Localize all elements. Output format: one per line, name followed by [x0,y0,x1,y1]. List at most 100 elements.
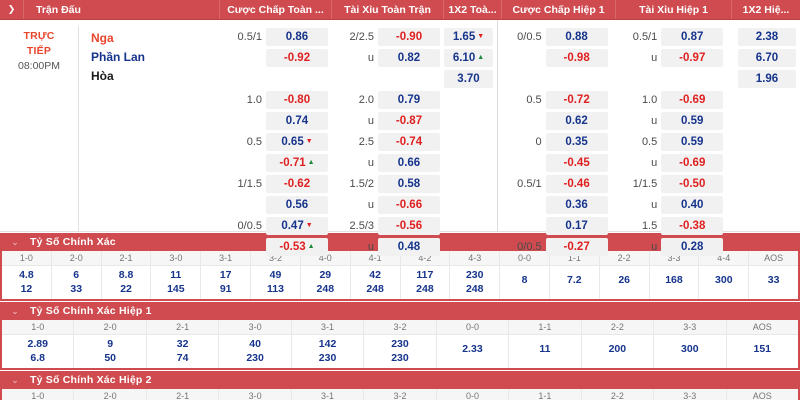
score-odds-value[interactable]: 117 [416,269,434,281]
score-odds-value[interactable]: 8.8 [118,269,134,281]
score-odds-value[interactable]: 230 [391,338,409,350]
score-odds-value[interactable]: 2.89 [27,338,48,350]
odds-button[interactable]: 0.65 ▼ [266,132,328,151]
header-col-1x2-firsthalf[interactable]: 1X2 Hiệ... [742,3,790,16]
odds-button[interactable]: 0.62 [545,111,608,130]
score-odds-value[interactable]: 7.2 [567,274,582,286]
odds-button[interactable]: -0.45 [545,153,608,172]
score-odds-value[interactable]: 151 [753,343,772,355]
score-odds-value[interactable]: 4.8 [19,269,34,281]
odds-button[interactable]: 0.40 [661,195,724,214]
odds-button[interactable]: 6.10 ▲ [444,48,493,67]
odds-button[interactable]: -0.62 [266,174,328,193]
chevron-down-icon[interactable]: ⌄ [11,236,19,247]
odds-button[interactable]: -0.46 [545,174,608,193]
odds-button[interactable]: 0.74 [266,111,328,130]
odds-button[interactable]: 0.82 [378,48,440,67]
home-team-name[interactable]: Nga [91,31,114,45]
odds-button[interactable]: -0.97 [661,48,724,67]
score-odds-value[interactable]: 113 [266,283,284,295]
odds-button[interactable]: 0.87 [661,27,724,46]
score-odds-value[interactable]: 2.33 [462,343,483,355]
odds-button[interactable]: 2.38 [738,27,796,46]
expand-all-button[interactable]: ❯ [0,0,24,19]
odds-button[interactable]: 0.56 [266,195,328,214]
odds-button[interactable]: 0.88 [545,27,608,46]
score-odds-value[interactable]: 40 [249,338,261,350]
odds-button[interactable]: -0.74 [378,132,440,151]
away-team-name[interactable]: Phần Lan [91,50,146,64]
odds-button[interactable]: -0.80 [266,90,328,109]
score-odds-value[interactable]: 11 [539,343,551,355]
score-odds-value[interactable]: 142 [318,338,337,350]
odds-button[interactable]: 1.96 [738,69,796,88]
score-odds-value[interactable]: 50 [104,352,117,364]
odds-button[interactable]: 0.59 [661,111,724,130]
score-odds-value[interactable]: 26 [618,274,630,286]
score-odds-value[interactable]: 200 [608,343,627,355]
odds-button[interactable]: 0.36 [545,195,608,214]
odds-button[interactable]: -0.53 ▲ [266,237,328,256]
score-odds-value[interactable]: 33 [70,283,83,295]
chevron-down-icon[interactable]: ⌄ [11,305,19,316]
score-odds-value[interactable]: 9 [107,338,114,350]
odds-button[interactable]: -0.72 [545,90,608,109]
header-col-handicap-firsthalf[interactable]: Cược Chấp Hiệp 1 [502,0,616,19]
odds-button[interactable]: -0.38 [661,216,724,235]
odds-button[interactable]: -0.50 [661,174,724,193]
score-odds-value[interactable]: 12 [20,283,33,295]
odds-button[interactable]: -0.56 [378,216,440,235]
score-odds-value[interactable]: 91 [219,283,232,295]
section-header[interactable]: ⌄ Tỷ Số Chính Xác Hiệp 1 [0,301,800,320]
score-odds-value[interactable]: 33 [767,274,780,286]
header-col-handicap-fulltime[interactable]: Cược Chấp Toàn ... [220,0,332,19]
header-col-overunder-fulltime[interactable]: Tài Xỉu Toàn Trận [332,0,444,19]
odds-button[interactable]: 0.17 [545,216,608,235]
odds-button[interactable]: 0.58 [378,174,440,193]
score-odds-value[interactable]: 248 [316,283,335,295]
odds-button[interactable]: 6.70 [738,48,796,67]
header-col-match[interactable]: Trận Đấu [24,0,220,19]
header-col-1x2-fulltime[interactable]: 1X2 Toà... [444,0,502,19]
odds-button[interactable]: -0.92 [266,48,328,67]
score-odds-value[interactable]: 29 [319,269,332,281]
score-odds-value[interactable]: 248 [465,283,484,295]
odds-button[interactable]: -0.69 [661,153,724,172]
score-odds-value[interactable]: 17 [219,269,232,281]
score-odds-value[interactable]: 230 [391,352,409,364]
odds-button[interactable]: 0.79 [378,90,440,109]
score-odds-value[interactable]: 49 [269,269,282,281]
odds-button[interactable]: -0.71 ▲ [266,153,328,172]
score-odds-value[interactable]: 300 [681,343,699,355]
odds-button[interactable]: 0.59 [661,132,724,151]
odds-button[interactable]: -0.69 [661,90,724,109]
odds-button[interactable]: -0.98 [545,48,608,67]
score-odds-value[interactable]: 32 [176,338,189,350]
header-col-overunder-firsthalf[interactable]: Tài Xỉu Hiệp 1 [616,0,732,19]
score-odds-value[interactable]: 42 [369,269,381,281]
odds-button[interactable]: 0.48 [378,237,440,256]
odds-button[interactable]: 0.47 ▼ [266,216,328,235]
odds-button[interactable]: 0.86 [266,27,328,46]
odds-button[interactable]: 0.28 [661,237,724,256]
score-odds-value[interactable]: 230 [246,352,264,364]
odds-button[interactable]: 3.70 [444,69,493,88]
score-odds-value[interactable]: 168 [665,274,683,286]
odds-button[interactable]: -0.27 [545,237,608,256]
score-odds-value[interactable]: 230 [318,352,337,364]
score-odds-value[interactable]: 11 [170,269,182,281]
score-odds-value[interactable]: 248 [416,283,434,295]
odds-button[interactable]: 0.66 [378,153,440,172]
odds-button[interactable]: -0.90 [378,27,440,46]
score-odds-value[interactable]: 6 [73,269,80,281]
score-odds-value[interactable]: 300 [715,274,733,286]
score-odds-value[interactable]: 74 [176,352,189,364]
score-odds-value[interactable]: 6.8 [30,352,46,364]
score-odds-value[interactable]: 22 [120,283,132,295]
score-odds-value[interactable]: 8 [521,274,528,286]
odds-button[interactable]: 0.35 [545,132,608,151]
section-header[interactable]: ⌄ Tỷ Số Chính Xác Hiệp 2 [0,370,800,389]
score-odds-value[interactable]: 230 [465,269,484,281]
chevron-down-icon[interactable]: ⌄ [11,374,19,385]
score-odds-value[interactable]: 145 [167,283,185,295]
